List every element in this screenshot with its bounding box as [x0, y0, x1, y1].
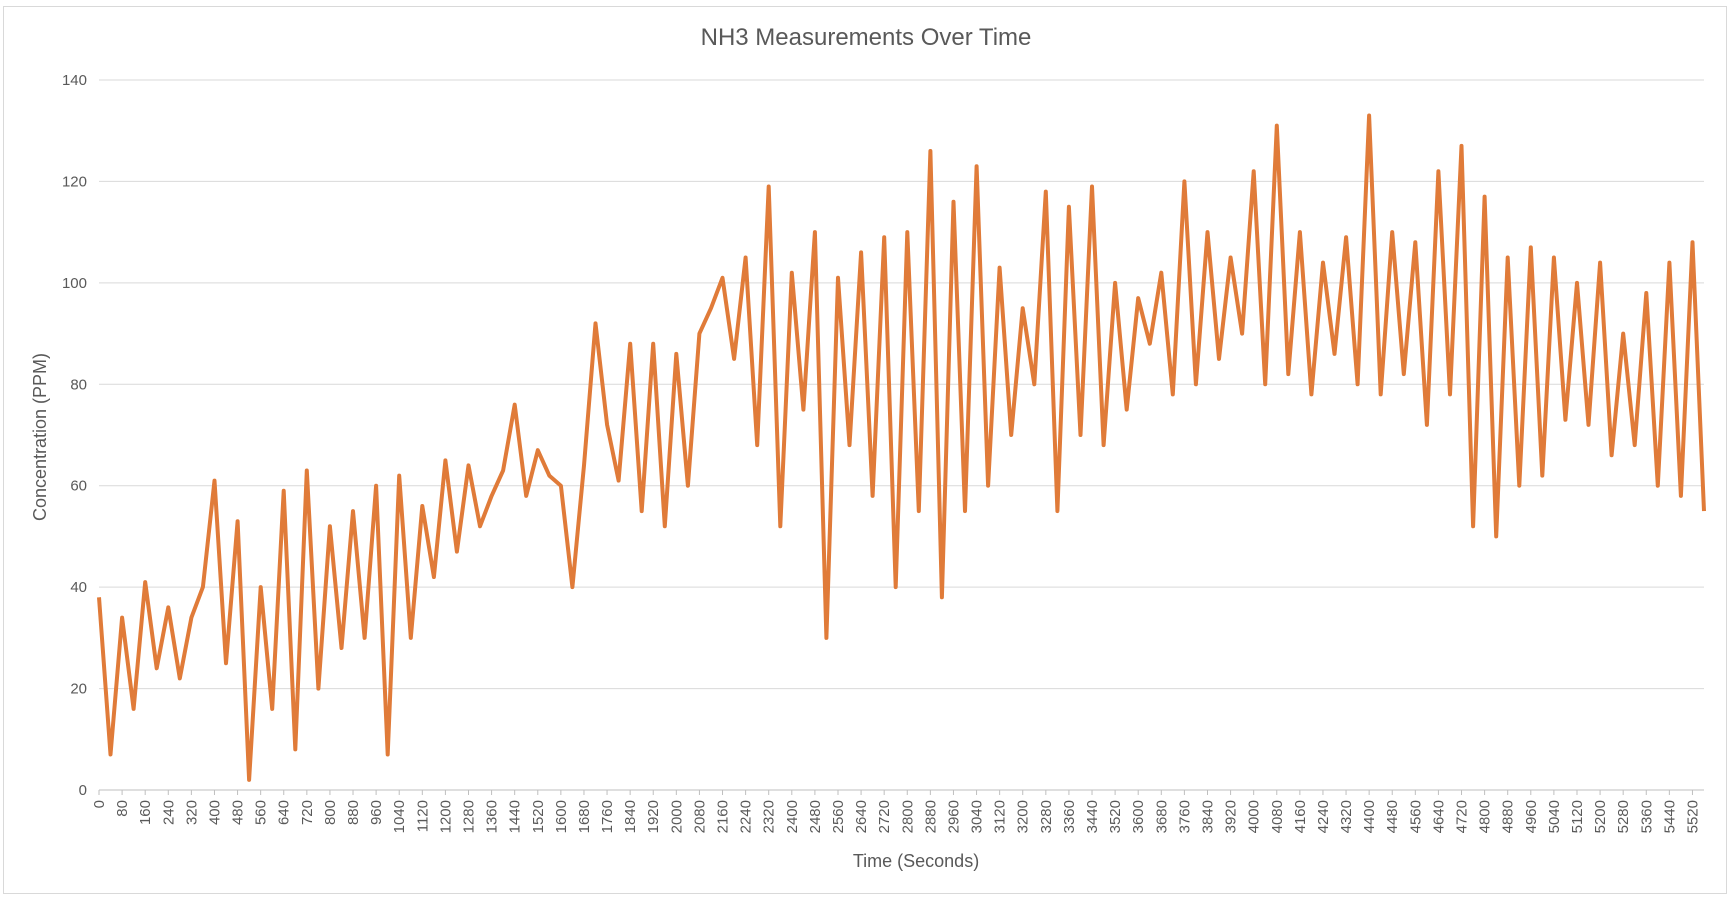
x-tick-label: 5520	[1684, 800, 1701, 833]
x-tick-label: 400	[206, 800, 223, 825]
x-tick-label: 2720	[876, 800, 893, 833]
x-tick-label: 0	[91, 800, 108, 808]
x-tick-label: 80	[114, 800, 131, 817]
y-tick-label: 80	[70, 376, 87, 393]
y-tick-label: 100	[62, 275, 87, 292]
x-tick-label: 2880	[922, 800, 939, 833]
series-line-0	[97, 113, 1706, 782]
x-tick-label: 5440	[1661, 800, 1678, 833]
x-tick-label: 4400	[1361, 800, 1378, 833]
x-tick-label: 3840	[1199, 800, 1216, 833]
x-tick-label: 3040	[969, 800, 986, 833]
x-tick-label: 1760	[599, 800, 616, 833]
x-tick-label: 4160	[1292, 800, 1309, 833]
x-tick-label: 5360	[1638, 800, 1655, 833]
y-tick-label: 20	[70, 681, 87, 698]
x-tick-label: 5040	[1546, 800, 1563, 833]
x-tick-label: 3120	[992, 800, 1009, 833]
x-tick-label: 1920	[645, 800, 662, 833]
x-tick-label: 560	[253, 800, 270, 825]
line-chart: 0 20 40 60 80 100 120 140 0 80 160 240 320 400 480 560…	[30, 24, 1706, 871]
x-tick-label: 1840	[622, 800, 639, 833]
x-tick-label: 1200	[437, 800, 454, 833]
x-tick-label: 1280	[460, 800, 477, 833]
x-tick-label: 2480	[807, 800, 824, 833]
chart-title: NH3 Measurements Over Time	[701, 24, 1032, 51]
x-tick-label: 480	[230, 800, 247, 825]
x-tick-label: 5120	[1569, 800, 1586, 833]
x-tick-label: 240	[160, 800, 177, 825]
y-tick-label: 40	[70, 579, 87, 596]
x-tick-label: 320	[183, 800, 200, 825]
x-tick-label: 3280	[1038, 800, 1055, 833]
x-tick-label: 2400	[784, 800, 801, 833]
x-tick-label: 4880	[1500, 800, 1517, 833]
x-tick-label: 1520	[530, 800, 547, 833]
x-tick-label: 4080	[1269, 800, 1286, 833]
series-layer	[97, 113, 1706, 782]
x-tick-label: 2080	[691, 800, 708, 833]
x-tick-label: 4000	[1246, 800, 1263, 833]
x-tick-label: 960	[368, 800, 385, 825]
x-axis-ticks: 0 80 160 240 320 400 480 560 640 720 800 880 960 1040…	[91, 790, 1701, 833]
x-tick-label: 2000	[668, 800, 685, 833]
x-tick-label: 3760	[1176, 800, 1193, 833]
x-tick-label: 800	[322, 800, 339, 825]
x-axis-title: Time (Seconds)	[853, 851, 979, 871]
x-tick-label: 1600	[553, 800, 570, 833]
y-tick-label: 120	[62, 173, 87, 190]
x-tick-label: 1680	[576, 800, 593, 833]
y-axis-title: Concentration (PPM)	[30, 353, 50, 521]
x-tick-label: 3360	[1061, 800, 1078, 833]
x-tick-label: 2320	[761, 800, 778, 833]
x-tick-label: 1120	[414, 800, 431, 832]
x-tick-label: 4800	[1477, 800, 1494, 833]
x-tick-label: 4960	[1523, 800, 1540, 833]
x-tick-label: 5200	[1592, 800, 1609, 833]
x-tick-label: 2560	[830, 800, 847, 833]
x-tick-label: 2640	[853, 800, 870, 833]
x-tick-label: 4240	[1315, 800, 1332, 833]
x-tick-label: 2160	[715, 800, 732, 833]
x-tick-label: 3440	[1084, 800, 1101, 833]
x-tick-label: 2960	[945, 800, 962, 833]
x-tick-label: 4320	[1338, 800, 1355, 833]
x-tick-label: 1040	[391, 800, 408, 833]
y-tick-label: 140	[62, 72, 87, 89]
x-tick-label: 880	[345, 800, 362, 825]
x-tick-label: 3680	[1153, 800, 1170, 833]
x-tick-label: 1440	[507, 800, 524, 833]
x-tick-label: 2800	[899, 800, 916, 833]
x-tick-label: 4480	[1384, 800, 1401, 833]
y-axis-ticks: 0 20 40 60 80 100 120 140	[62, 72, 87, 799]
x-tick-label: 2240	[738, 800, 755, 833]
x-tick-label: 5280	[1615, 800, 1632, 833]
x-tick-label: 4560	[1407, 800, 1424, 833]
x-tick-label: 3920	[1223, 800, 1240, 833]
y-tick-label: 60	[70, 478, 87, 495]
y-tick-label: 0	[79, 782, 87, 799]
x-tick-label: 4640	[1430, 800, 1447, 833]
x-tick-label: 1360	[484, 800, 501, 833]
chart-area[interactable]: 0 20 40 60 80 100 120 140 0 80 160 240 320 400 480 560…	[3, 6, 1727, 894]
x-tick-label: 160	[137, 800, 154, 825]
x-tick-label: 640	[276, 800, 293, 825]
x-tick-label: 4720	[1454, 800, 1471, 833]
x-tick-label: 3600	[1130, 800, 1147, 833]
x-tick-label: 720	[299, 800, 316, 825]
x-tick-label: 3200	[1015, 800, 1032, 833]
x-tick-label: 3520	[1107, 800, 1124, 833]
